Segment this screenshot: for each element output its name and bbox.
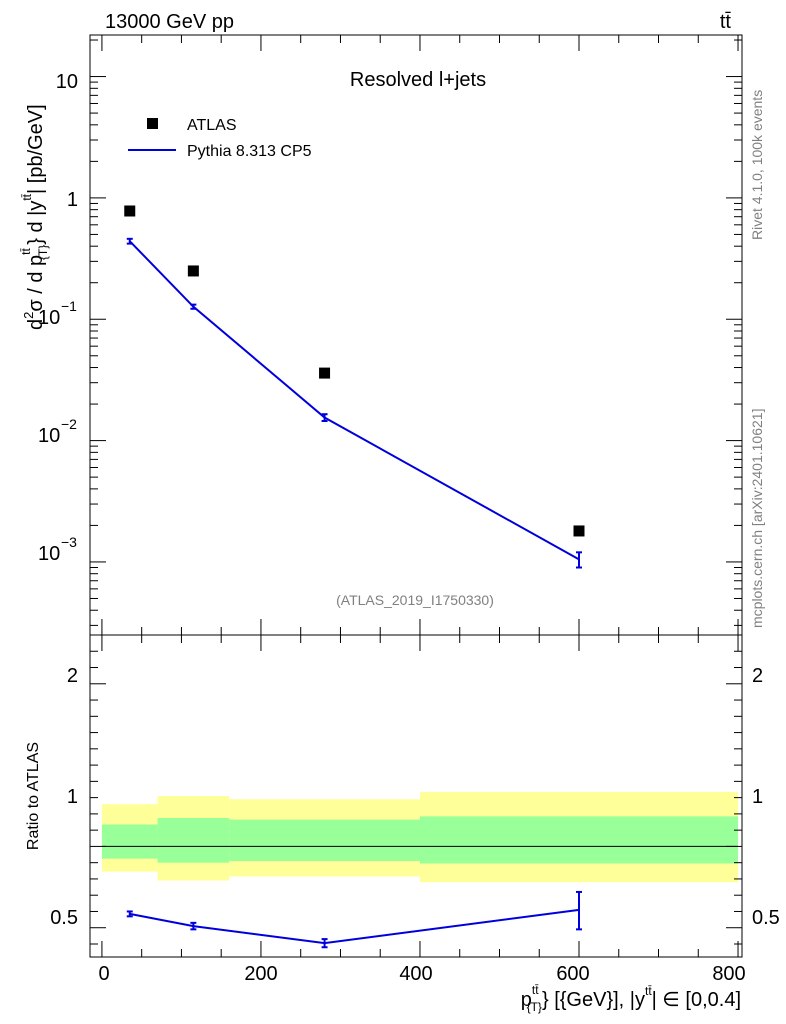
xtick-label-800: 800: [712, 963, 745, 985]
plot-title: Resolved l+jets: [350, 69, 486, 91]
main-y-axis-label: d2σ / d ptt̄ {T}} d |ytt̄| [pb/GeV]: [19, 104, 50, 330]
svg-text:10: 10: [38, 425, 60, 447]
svg-text:−1: −1: [61, 298, 77, 314]
svg-text:−2: −2: [61, 416, 77, 432]
header-energy-label: 13000 GeV pp: [105, 11, 234, 33]
xtick-label-400: 400: [399, 963, 432, 985]
ytick-label-1e-2: 10−2: [38, 416, 77, 447]
xtick-label-0: 0: [98, 963, 109, 985]
xtick-label-600: 600: [556, 963, 589, 985]
green-band-bin-3: [419, 816, 739, 864]
mcplots-label: mcplots.cern.ch [arXiv:2401.10621]: [749, 409, 765, 628]
analysis-watermark: (ATLAS_2019_I1750330): [336, 592, 494, 608]
ytick-label-10: 10: [56, 71, 78, 93]
x-axis-label: ptt̄ {T}} [{GeV}], |ytt̄| ∈ [0,0.4]: [521, 983, 741, 1014]
svg-text:10: 10: [38, 543, 60, 565]
atlas-data-point: [319, 367, 331, 379]
legend-atlas-marker: [147, 118, 158, 129]
ratio-ytick-label-0.5: 0.5: [50, 907, 78, 929]
ratio-y-axis-label: Ratio to ATLAS: [25, 742, 42, 850]
rivet-info-label: Rivet 4.1.0, 100k events: [749, 90, 765, 240]
ratio-ytick-label-right-0.5: 0.5: [752, 907, 780, 929]
svg-text:10: 10: [38, 307, 60, 329]
green-band-bin-1: [157, 817, 230, 863]
ratio-ytick-label-2: 2: [67, 665, 78, 687]
ratio-axis-ticks: [90, 635, 742, 957]
main-axis-ticks: [90, 35, 742, 635]
atlas-data-point: [187, 265, 199, 277]
ytick-label-1e-1: 10−1: [38, 298, 77, 329]
xtick-label-200: 200: [244, 963, 277, 985]
header-process-label: tt̄: [720, 11, 732, 33]
ratio-series: [126, 890, 582, 949]
svg-text:−3: −3: [61, 534, 77, 550]
green-band-bin-0: [101, 824, 158, 859]
green-band-bin-2: [229, 819, 420, 862]
ytick-label-1e-3: 10−3: [38, 534, 77, 565]
legend-pythia-label: Pythia 8.313 CP5: [187, 143, 312, 160]
atlas-data-point: [124, 205, 136, 217]
pythia-line: [129, 240, 580, 561]
ratio-plot-frame: [89, 634, 743, 958]
ytick-label-1: 1: [67, 189, 78, 211]
main-series: [124, 205, 585, 569]
ratio-line: [129, 908, 580, 945]
ratio-ytick-label-right-2: 2: [752, 665, 763, 687]
legend-atlas-label: ATLAS: [187, 117, 237, 134]
ratio-ytick-label-right-1: 1: [752, 786, 763, 808]
atlas-data-point: [573, 525, 585, 537]
ratio-ytick-label-1: 1: [67, 786, 78, 808]
ratio-bands: [101, 791, 739, 883]
